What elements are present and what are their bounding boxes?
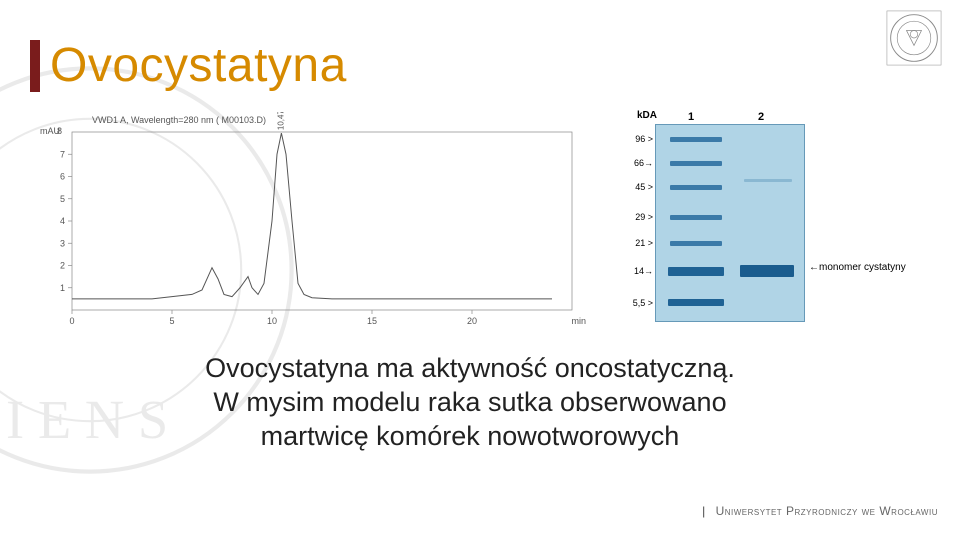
chromatogram-chart: VWD1 A, Wavelength=280 nm ( M00103.D)mAU… bbox=[30, 112, 600, 332]
svg-text:20: 20 bbox=[467, 316, 477, 326]
gel-band bbox=[670, 185, 722, 190]
gel-lane-number: 1 bbox=[688, 111, 694, 123]
svg-text:3: 3 bbox=[60, 238, 65, 248]
svg-text:5: 5 bbox=[60, 194, 65, 204]
body-line: W mysim modelu raka sutka obserwowano bbox=[213, 387, 726, 417]
gel-marker-labels: kDA 96 > 66→ 45 > 29 > 21 > 14→ 5,5 > bbox=[615, 112, 655, 332]
gel-block: kDA 96 > 66→ 45 > 29 > 21 > 14→ 5,5 > 1 2 ←mon… bbox=[615, 112, 925, 332]
gel-band bbox=[670, 241, 722, 246]
gel-image: 1 2 bbox=[655, 124, 805, 322]
svg-text:10: 10 bbox=[267, 316, 277, 326]
svg-text:8: 8 bbox=[57, 126, 62, 136]
gel-lane-number: 2 bbox=[758, 111, 764, 123]
gel-marker-label: 96 > bbox=[635, 134, 653, 144]
gel-kda-header: kDA bbox=[637, 110, 657, 121]
svg-text:10,471: 10,471 bbox=[276, 112, 285, 130]
gel-band bbox=[670, 137, 722, 142]
gel-marker-label: 29 > bbox=[635, 212, 653, 222]
svg-text:4: 4 bbox=[60, 216, 65, 226]
gel-band bbox=[740, 265, 794, 277]
body-line: Ovocystatyna ma aktywność oncostatyczną. bbox=[205, 353, 735, 383]
body-line: martwicę komórek nowotworowych bbox=[261, 421, 680, 451]
svg-text:15: 15 bbox=[367, 316, 377, 326]
university-seal-icon bbox=[886, 10, 942, 66]
slide-title: Ovocystatyna bbox=[50, 38, 347, 93]
svg-text:6: 6 bbox=[60, 172, 65, 182]
footer-text: Uniwersytet Przyrodniczy we Wrocławiu bbox=[716, 504, 938, 518]
gel-band bbox=[668, 267, 724, 276]
svg-text:7: 7 bbox=[60, 149, 65, 159]
gel-band bbox=[744, 179, 792, 182]
gel-marker-label: 21 > bbox=[635, 238, 653, 248]
footer-bar-icon: | bbox=[702, 504, 706, 518]
svg-text:5: 5 bbox=[169, 316, 174, 326]
svg-text:VWD1 A, Wavelength=280 nm (: VWD1 A, Wavelength=280 nm ( M00103.D) bbox=[92, 115, 266, 125]
gel-marker-label: 5,5 > bbox=[633, 298, 653, 308]
svg-text:0: 0 bbox=[69, 316, 74, 326]
footer: | Uniwersytet Przyrodniczy we Wrocławiu bbox=[702, 504, 938, 518]
gel-marker-label: 14→ bbox=[634, 266, 653, 276]
gel-marker-label: 66→ bbox=[634, 158, 653, 168]
gel-band bbox=[668, 299, 724, 306]
body-text: Ovocystatyna ma aktywność oncostatyczną.… bbox=[120, 352, 820, 453]
title-wrap: Ovocystatyna bbox=[30, 38, 347, 93]
svg-text:min: min bbox=[571, 316, 586, 326]
svg-text:2: 2 bbox=[60, 261, 65, 271]
content-row: VWD1 A, Wavelength=280 nm ( M00103.D)mAU… bbox=[30, 112, 930, 332]
gel-right-label: ←monomer cystatyny bbox=[809, 262, 906, 332]
title-accent-bar bbox=[30, 40, 40, 92]
gel-band bbox=[670, 215, 722, 220]
svg-text:1: 1 bbox=[60, 283, 65, 293]
gel-marker-label: 45 > bbox=[635, 182, 653, 192]
gel-band bbox=[670, 161, 722, 166]
